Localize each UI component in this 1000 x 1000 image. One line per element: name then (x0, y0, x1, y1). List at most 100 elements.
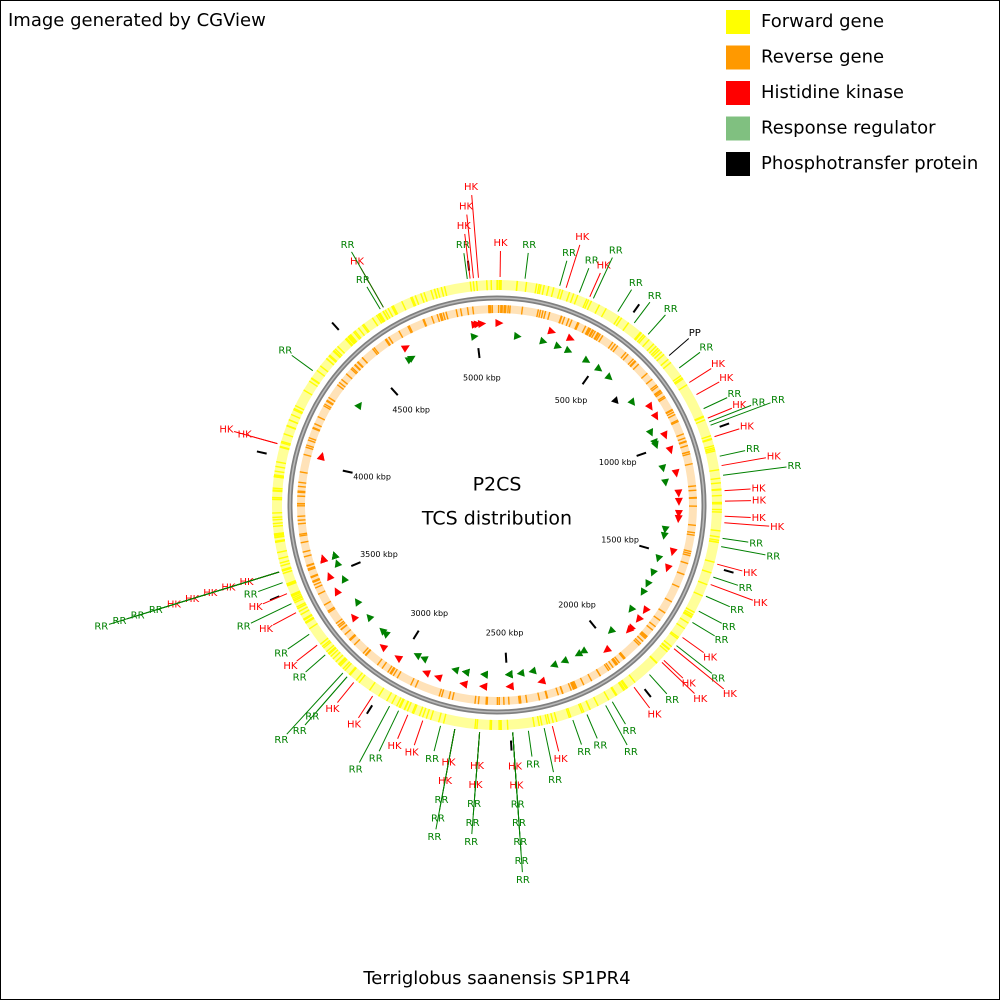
forward-gene-stripe (704, 444, 715, 449)
reverse-gene-stripe (671, 420, 679, 426)
reverse-gene-stripe (364, 648, 371, 656)
feature-glyph (674, 514, 683, 524)
feature-glyph (603, 644, 613, 653)
forward-gene-stripe (272, 516, 283, 519)
feature-label: RR (629, 278, 643, 289)
reverse-gene-stripe (328, 607, 336, 614)
forward-gene-stripe (546, 713, 551, 724)
reverse-gene-stripe (543, 310, 547, 319)
forward-gene-stripe (565, 291, 571, 302)
reverse-gene-stripe (658, 396, 666, 403)
forward-gene-stripe (286, 581, 297, 587)
forward-gene-stripe (334, 348, 343, 357)
feature-leader (366, 286, 381, 310)
feature-label: HK (719, 373, 734, 384)
reverse-gene-stripe (335, 618, 343, 625)
feature-glyph (400, 345, 410, 353)
forward-gene-stripe (685, 607, 695, 614)
reverse-gene-stripe (666, 411, 675, 417)
forward-gene-stripe (286, 425, 297, 430)
reverse-gene-stripe (385, 338, 392, 346)
forward-gene-stripe (659, 644, 668, 653)
feature-label: RR (699, 343, 713, 354)
reverse-gene-stripe (595, 668, 602, 677)
feature-leader (559, 260, 568, 286)
forward-gene-stripe (330, 649, 339, 658)
reverse-gene-stripe (310, 574, 319, 579)
reverse-gene-stripe (440, 689, 445, 698)
forward-gene-stripe (375, 314, 383, 324)
feature-leader (543, 727, 554, 773)
feature-label: HK (732, 400, 747, 411)
reverse-gene-stripe (387, 665, 393, 673)
forward-gene-stripe (642, 338, 650, 348)
legend-label: Response regulator (761, 118, 936, 139)
reverse-gene-stripe (614, 656, 621, 664)
forward-gene-stripe (275, 540, 286, 544)
forward-gene-stripe (286, 579, 296, 585)
tick-label: 2500 kbp (486, 628, 524, 637)
forward-gene-stripe (550, 712, 554, 724)
feature-label: HK (464, 182, 479, 193)
feature-label: RR (427, 832, 441, 843)
feature-label: HK (752, 495, 767, 506)
forward-gene-stripe (613, 315, 620, 325)
feature-glyph (674, 509, 683, 518)
feature-label: RR (278, 346, 292, 357)
feature-glyph (671, 468, 680, 478)
forward-gene-stripe (273, 532, 284, 536)
reverse-gene-stripe (299, 532, 308, 536)
reverse-gene-stripe (438, 313, 443, 322)
feature-leader (250, 603, 292, 624)
reverse-gene-stripe (390, 667, 396, 675)
forward-gene-stripe (524, 281, 528, 292)
forward-gene-stripe (652, 349, 661, 358)
forward-gene-stripe (362, 323, 370, 333)
feature-glyph (351, 613, 360, 623)
forward-gene-stripe (398, 698, 404, 708)
legend-swatch (726, 152, 750, 176)
feature-glyph (461, 668, 470, 677)
forward-gene-stripe (304, 617, 315, 624)
forward-gene-stripe (328, 354, 338, 363)
feature-label: RR (766, 551, 780, 562)
forward-gene-stripe (636, 334, 645, 343)
feature-leader (689, 368, 712, 383)
forward-gene-stripe (274, 539, 285, 543)
forward-gene-stripe (382, 310, 389, 321)
feature-leader (661, 662, 695, 694)
reverse-gene-stripe (440, 312, 444, 321)
forward-gene-stripe (610, 687, 617, 697)
forward-gene-stripe (682, 612, 693, 619)
reverse-gene-stripe (371, 348, 378, 356)
tick-label: 5000 kbp (463, 373, 501, 382)
forward-gene-stripe (672, 374, 682, 382)
feature-label: HK (575, 232, 590, 243)
reverse-gene-stripe (574, 321, 579, 330)
reverse-gene-stripe (634, 637, 642, 645)
reverse-gene-stripe (471, 306, 475, 315)
feature-label: HK (457, 221, 472, 232)
reverse-gene-stripe (680, 560, 689, 565)
feature-glyph (327, 572, 335, 582)
reverse-gene-stripe (586, 328, 592, 336)
reverse-gene-stripe (299, 534, 308, 537)
reverse-gene-stripe (636, 635, 644, 643)
forward-gene-stripe (347, 335, 356, 344)
feature-leader (678, 351, 701, 369)
forward-gene-stripe (474, 718, 477, 729)
feature-leader (296, 644, 318, 662)
outer-tick-mark (643, 688, 652, 698)
reverse-gene-stripe (381, 661, 388, 669)
reverse-gene-stripe (423, 318, 428, 327)
tick-mark (342, 469, 353, 474)
forward-gene-stripe (328, 647, 337, 656)
feature-leader (633, 301, 651, 324)
reverse-gene-stripe (547, 311, 551, 321)
forward-gene-stripe (536, 283, 541, 294)
reverse-gene-stripe (671, 583, 680, 588)
forward-gene-stripe (621, 679, 629, 689)
feature-leader (724, 488, 751, 492)
feature-glyph (320, 554, 329, 564)
